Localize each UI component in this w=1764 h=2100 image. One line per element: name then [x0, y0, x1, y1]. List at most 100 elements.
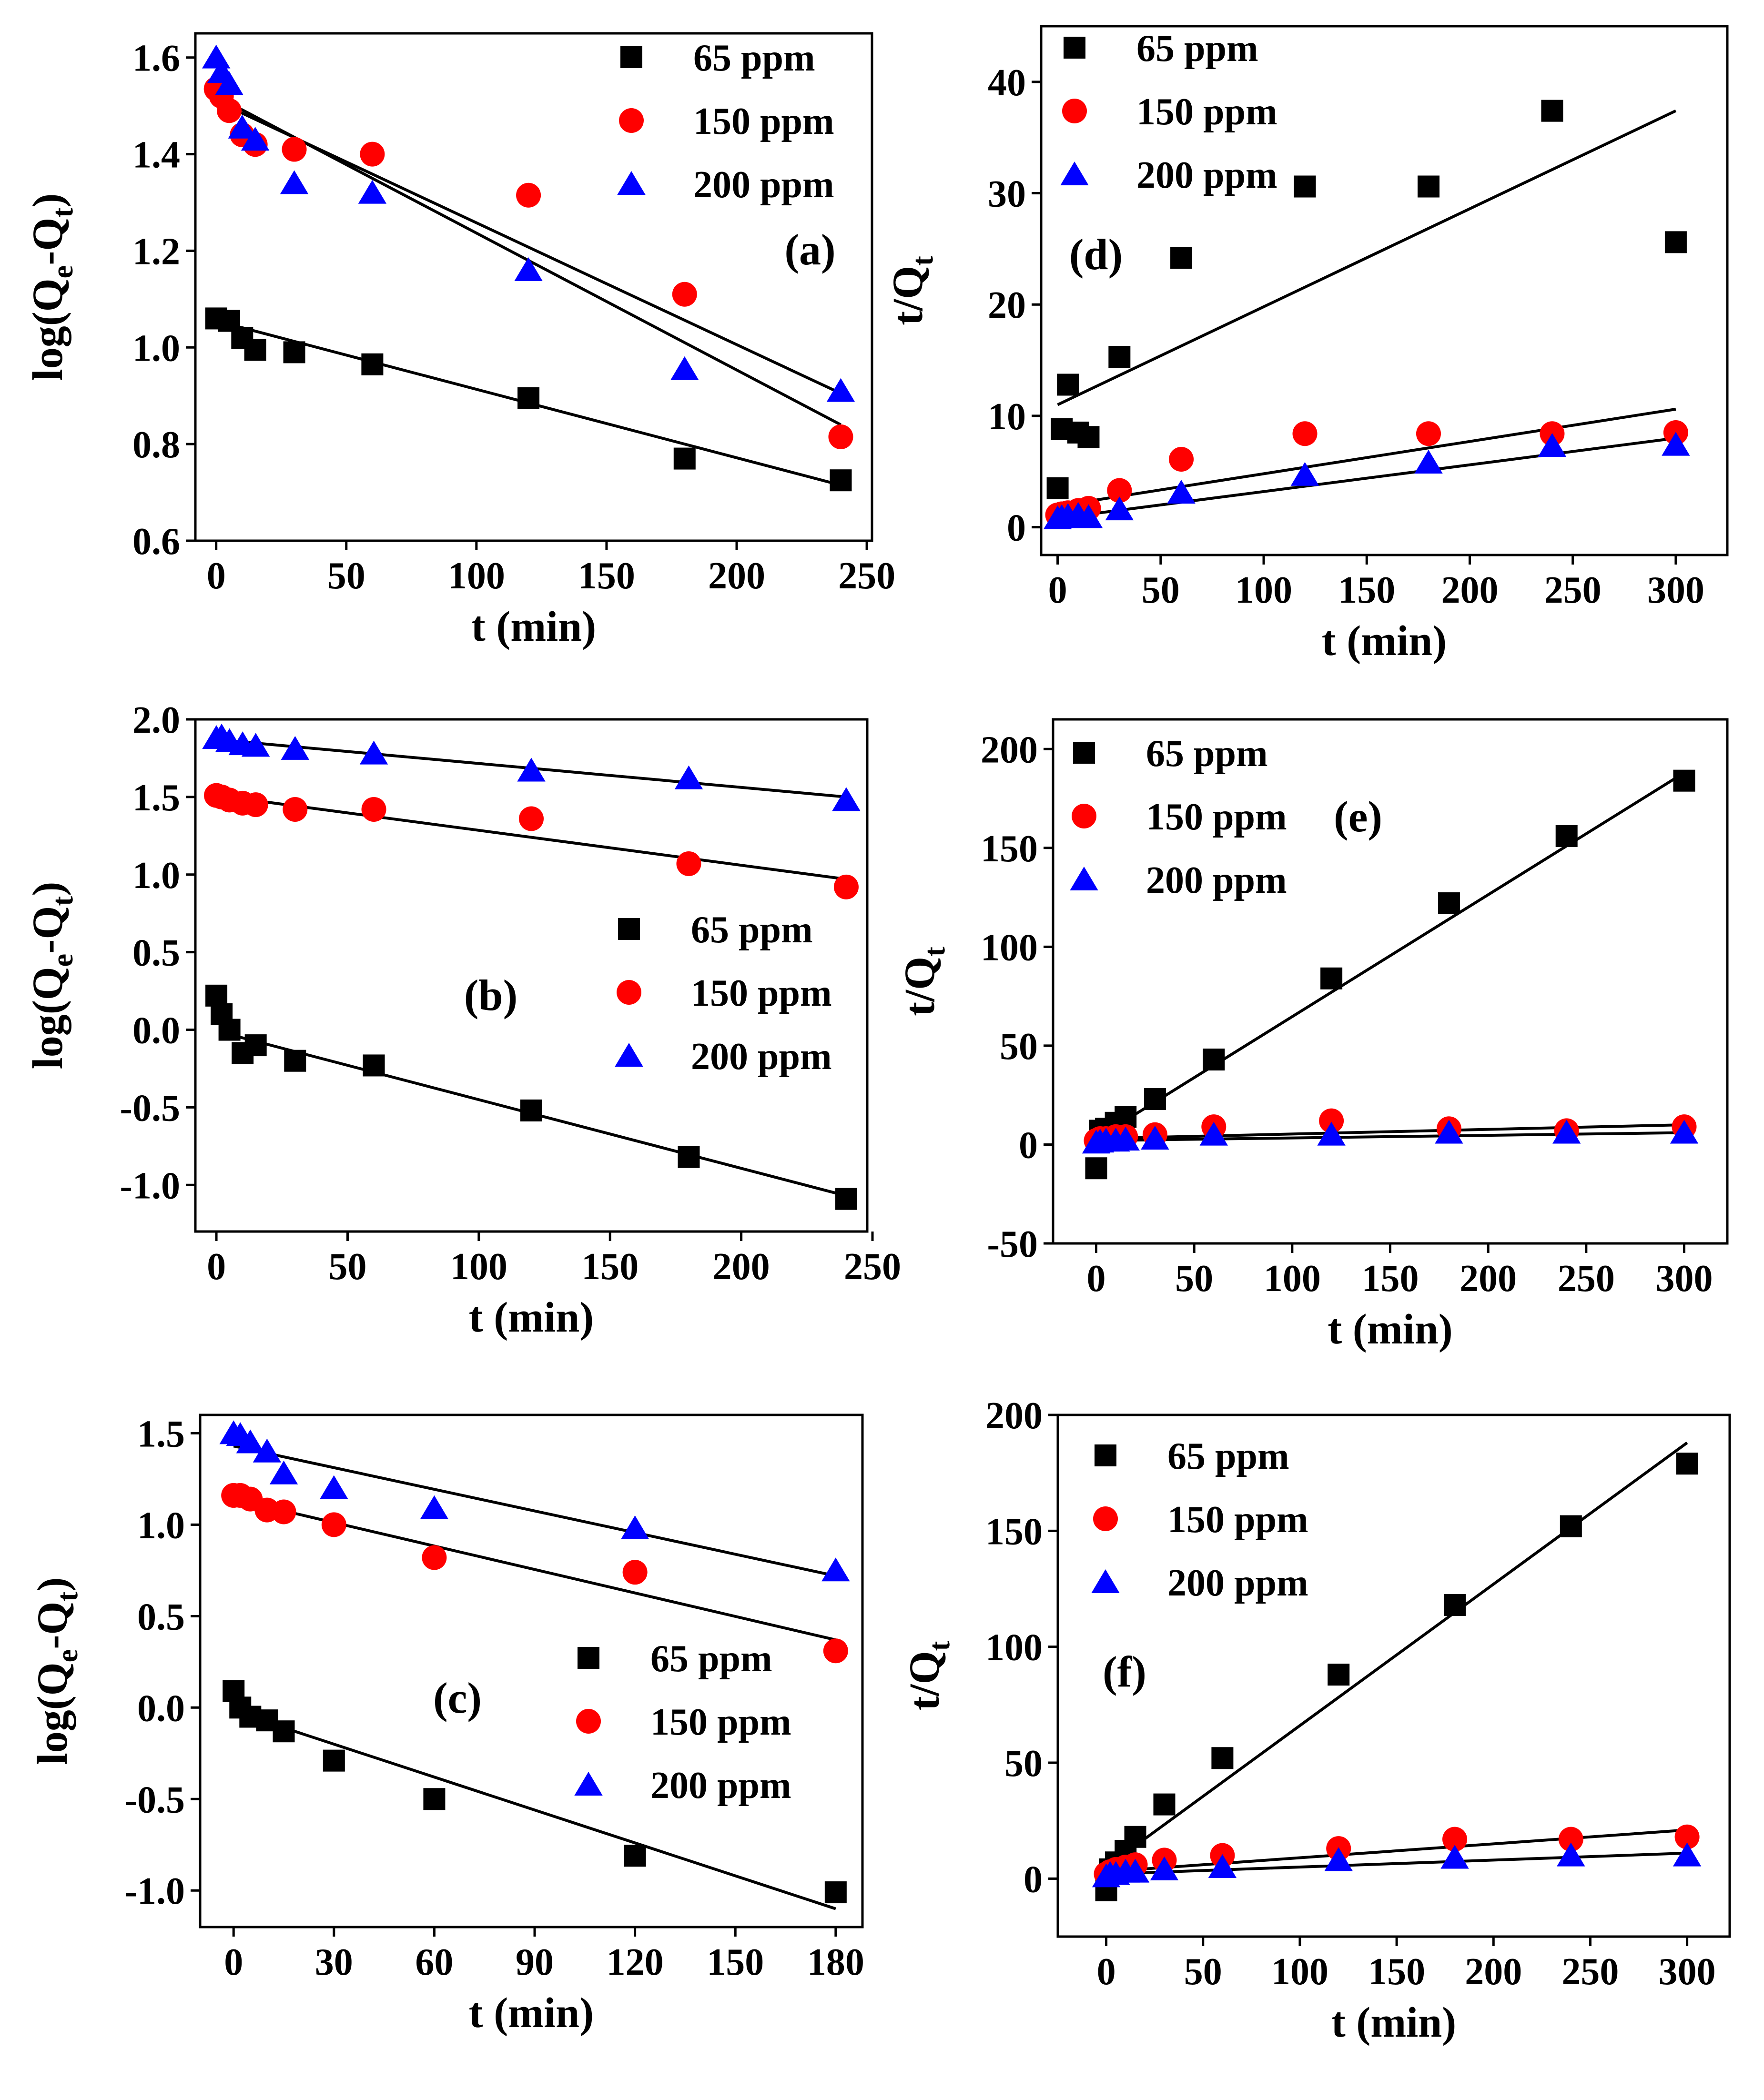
x-tick-label: 100 — [1264, 1258, 1321, 1300]
y-axis-label: t/Qt — [901, 1641, 956, 1710]
y-tick-label: 1.5 — [137, 1413, 185, 1455]
data-point — [1674, 1824, 1700, 1849]
y-tick-label: 0.0 — [132, 1010, 180, 1052]
data-point — [624, 1845, 646, 1867]
x-tick-label: 90 — [516, 1941, 554, 1983]
panel-label: (c) — [433, 1674, 482, 1722]
x-tick-label: 300 — [1656, 1258, 1713, 1300]
panel-label: (a) — [784, 225, 835, 274]
data-point — [284, 1050, 306, 1072]
x-axis-label: t (min) — [1322, 617, 1447, 665]
data-point — [516, 182, 541, 208]
legend-label: 200 ppm — [693, 164, 834, 206]
x-tick-label: 100 — [448, 555, 505, 597]
y-tick-label: 0.6 — [132, 521, 180, 563]
legend-marker — [1070, 867, 1098, 890]
legend-marker — [578, 1647, 599, 1669]
y-tick-label: -1.0 — [124, 1870, 185, 1912]
legend-label: 150 ppm — [1136, 91, 1277, 133]
data-point — [244, 339, 266, 361]
plot-frame — [1040, 25, 1729, 556]
y-tick-label: -0.5 — [120, 1087, 180, 1129]
data-point — [1211, 1747, 1234, 1769]
x-tick-label: 0 — [207, 1246, 226, 1288]
y-tick-label: 1.0 — [137, 1504, 185, 1546]
data-point — [1328, 1664, 1350, 1686]
legend-label: 200 ppm — [691, 1036, 832, 1078]
y-tick-label: 0.8 — [132, 424, 180, 466]
data-point — [1662, 432, 1690, 456]
data-point — [1111, 1127, 1140, 1151]
legend-label: 65 ppm — [693, 37, 815, 79]
data-point — [517, 387, 540, 409]
x-tick-label: 300 — [1647, 569, 1704, 611]
data-point — [1435, 1120, 1463, 1144]
data-point — [622, 1560, 648, 1585]
data-point — [1085, 1157, 1107, 1180]
y-tick-label: 10 — [988, 396, 1026, 438]
y-tick-label: 0 — [1019, 1124, 1038, 1166]
legend-marker — [1095, 1444, 1116, 1466]
legend-label: 150 ppm — [1167, 1499, 1308, 1541]
data-point — [835, 1188, 857, 1210]
plot-frame — [199, 1413, 864, 1928]
x-tick-label: 200 — [713, 1246, 770, 1288]
fit-line — [215, 100, 841, 395]
plot-area — [1043, 100, 1690, 529]
data-point — [821, 1557, 850, 1582]
legend-marker — [617, 980, 641, 1005]
data-point — [1290, 462, 1319, 486]
x-tick-label: 250 — [844, 1246, 901, 1288]
x-tick-label: 200 — [1460, 1258, 1517, 1300]
fit-line — [1096, 1131, 1684, 1142]
data-point — [358, 180, 387, 204]
data-point — [422, 1545, 447, 1570]
data-point — [363, 1054, 385, 1077]
x-tick-label: 250 — [1558, 1258, 1615, 1300]
data-point — [1292, 421, 1318, 446]
legend-label: 150 ppm — [691, 972, 832, 1014]
data-point — [1167, 480, 1196, 504]
data-point — [1153, 1793, 1176, 1816]
data-point — [832, 787, 861, 811]
data-point — [1673, 1842, 1702, 1867]
legend-label: 65 ppm — [1167, 1435, 1289, 1477]
x-tick-label: 0 — [1086, 1258, 1105, 1300]
fit-line — [233, 1710, 836, 1910]
data-point — [1558, 1827, 1583, 1852]
legend-marker — [1072, 804, 1096, 828]
data-point — [1538, 433, 1567, 457]
data-point — [321, 1512, 346, 1537]
data-point — [514, 257, 543, 281]
panel-d: 0 50 100 150 200 250 300 0 10 20 30 40 t (min) t/Qt 6… — [884, 25, 1729, 665]
data-point — [218, 1019, 241, 1041]
legend-label: 150 ppm — [1146, 796, 1287, 838]
x-tick-label: 150 — [578, 555, 635, 597]
panel-c: 0 30 60 90 120 150 180 -1.0 -0.5 0.0 0.5 1.0 1.5 t (m… — [29, 1413, 864, 2037]
data-point — [420, 1495, 449, 1519]
legend-marker — [576, 1709, 601, 1734]
x-axis-label: t (min) — [471, 603, 596, 650]
y-tick-label: -0.5 — [124, 1779, 185, 1821]
data-point — [280, 170, 309, 194]
x-axis-label: t (min) — [469, 1294, 594, 1341]
data-point — [1203, 1048, 1225, 1070]
data-point — [1555, 825, 1578, 847]
legend-label: 150 ppm — [693, 101, 834, 142]
data-point — [1074, 504, 1103, 528]
legend-marker — [1091, 1569, 1120, 1593]
data-point — [1141, 1126, 1169, 1150]
x-tick-label: 200 — [1465, 1951, 1522, 1993]
x-tick-label: 120 — [607, 1941, 664, 1983]
data-point — [620, 1515, 649, 1539]
y-tick-label: 100 — [981, 927, 1038, 969]
legend-label: 150 ppm — [650, 1701, 791, 1743]
y-tick-label: 1.6 — [132, 38, 180, 80]
y-tick-label: 0.0 — [137, 1687, 185, 1729]
data-point — [1442, 1827, 1467, 1852]
y-tick-label: 0.5 — [132, 932, 180, 974]
data-point — [828, 424, 853, 449]
plot-area — [1092, 1441, 1702, 1901]
legend-marker — [574, 1772, 603, 1796]
